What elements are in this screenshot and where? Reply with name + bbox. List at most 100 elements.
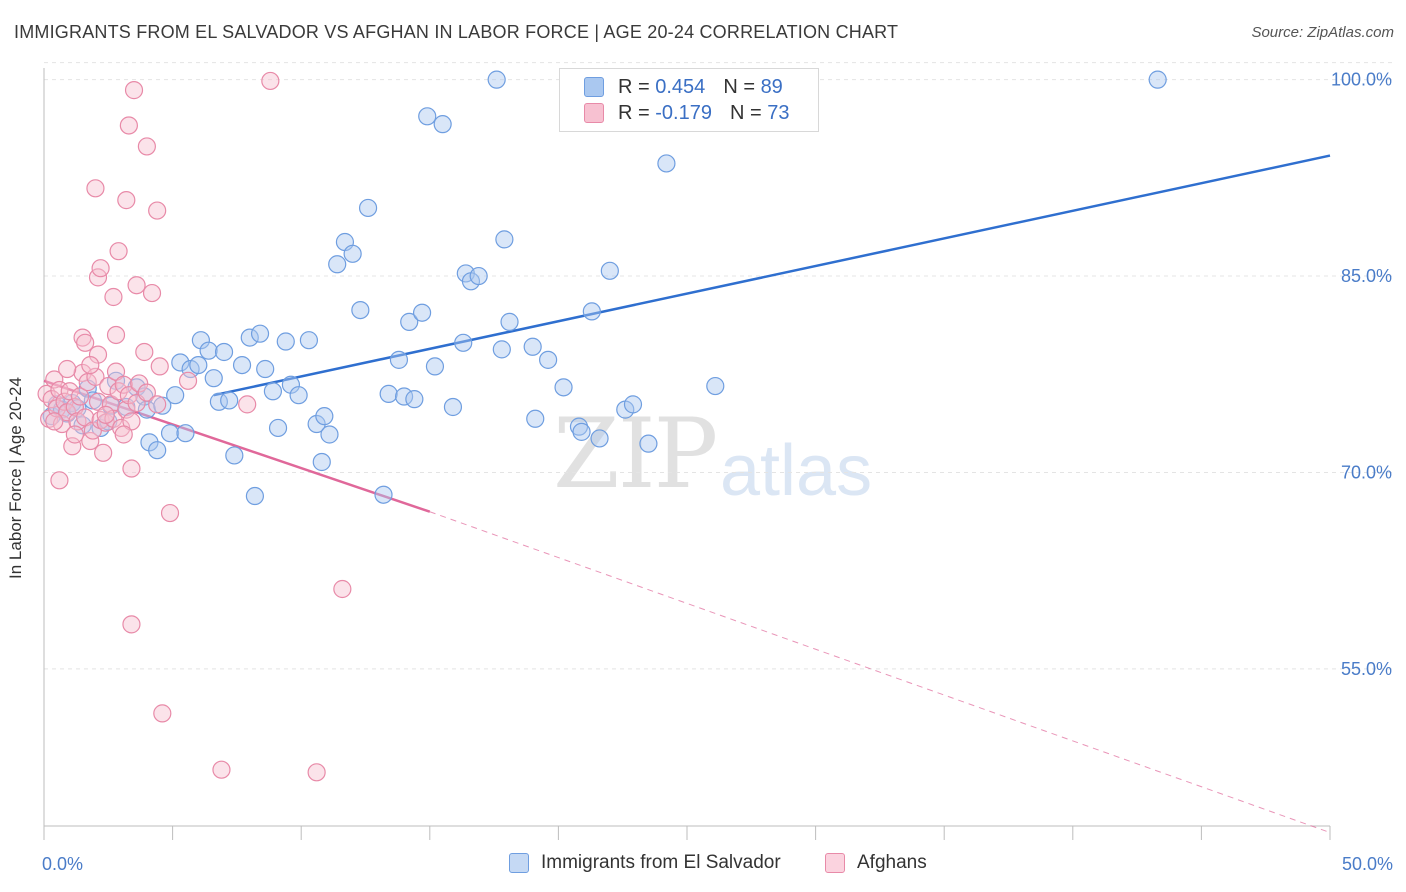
afghans-point <box>76 333 95 352</box>
el-salvador-point <box>454 333 473 352</box>
afghans-point <box>114 425 133 444</box>
afghans-point <box>65 425 84 444</box>
afghans-point <box>137 137 156 156</box>
tick-labels: 55.0% 70.0% 85.0% 100.0% 0.0% 50.0% <box>42 70 1393 874</box>
afghans-point <box>119 386 138 405</box>
correlation-legend: R = 0.454 N = 89 R = -0.179 N = 73 <box>559 68 819 132</box>
el-salvador-point <box>204 369 223 388</box>
afghans-point <box>63 437 82 456</box>
source-label: Source: ZipAtlas.com <box>1251 24 1394 41</box>
el-salvador-point <box>320 425 339 444</box>
afghans-point <box>45 412 64 431</box>
el-salvador-point <box>582 302 601 321</box>
afghans-point <box>50 471 69 490</box>
legend-r-value: 0.454 <box>655 75 706 98</box>
el-salvador-point <box>250 324 270 343</box>
el-salvador-point <box>639 434 658 453</box>
x-tick-label-max: 50.0% <box>1342 854 1393 874</box>
el-salvador-point <box>526 409 545 428</box>
el-salvador-point <box>312 452 331 472</box>
afghans-point <box>150 357 169 376</box>
el-salvador-point <box>268 418 288 438</box>
afghans-point <box>127 276 146 295</box>
el-salvador-point <box>214 342 234 362</box>
series-swatch-afghans <box>825 853 845 873</box>
el-salvador-point <box>232 355 252 375</box>
el-salvador-point <box>160 424 180 443</box>
afghans-point <box>178 371 198 390</box>
afghans-point <box>148 201 167 220</box>
y-tick-label: 100.0% <box>1331 70 1392 90</box>
el-salvador-point <box>171 353 190 372</box>
afghans-point <box>122 459 141 478</box>
afghans-point <box>124 81 144 100</box>
el-salvador-point <box>657 154 676 173</box>
el-salvador-point <box>225 446 244 465</box>
el-salvador-point <box>176 424 195 443</box>
afghans-trend-extension <box>429 511 1331 834</box>
legend-r-label: R = <box>618 101 650 124</box>
el-salvador-point <box>245 486 265 506</box>
afghans-point <box>86 179 105 198</box>
el-salvador-point <box>400 312 419 331</box>
el-salvador-point <box>539 350 558 369</box>
afghans-point <box>238 395 257 414</box>
afghans-point <box>58 359 77 379</box>
el-salvador-point <box>276 332 295 351</box>
el-salvador-point <box>405 390 424 409</box>
afghans-point <box>117 400 136 419</box>
el-salvador-point <box>487 70 506 89</box>
afghans-point <box>86 367 105 386</box>
afghans-point <box>333 579 352 599</box>
el-salvador-point <box>299 331 319 350</box>
legend-r-value: -0.179 <box>655 101 712 124</box>
legend-n-label: N = <box>729 101 762 124</box>
el-salvador-point <box>256 359 275 379</box>
el-salvador-point <box>495 230 514 249</box>
afghans-point <box>160 503 180 523</box>
legend-n-label: N = <box>723 75 755 98</box>
series-swatch-el-salvador <box>509 853 529 873</box>
el-salvador-point <box>572 422 591 441</box>
el-salvador-point <box>189 355 208 375</box>
afghans-point <box>153 704 172 723</box>
series-legend-el-salvador[interactable]: Immigrants from El Salvador <box>509 852 781 874</box>
afghans-point <box>119 116 138 135</box>
el-salvador-point <box>443 397 463 417</box>
el-salvador-point <box>358 198 378 218</box>
series-legend-afghans[interactable]: Afghans <box>825 852 927 874</box>
el-salvador-point <box>140 433 159 452</box>
el-salvador-point <box>1148 70 1167 89</box>
watermark-zip: ZIP <box>553 398 718 510</box>
el-salvador-point <box>590 429 609 448</box>
el-salvador-point <box>523 337 542 356</box>
series-legend-label: Afghans <box>857 852 927 873</box>
legend-row-afghans: R = -0.179 N = 73 <box>584 101 789 125</box>
el-salvador-point <box>389 350 409 369</box>
afghans-trend-line <box>43 379 431 513</box>
series-legend-label: Immigrants from El Salvador <box>541 852 781 873</box>
legend-n-value: 89 <box>760 75 783 98</box>
el-salvador-point <box>600 261 619 280</box>
afghans-point <box>122 615 141 634</box>
y-tick-label: 55.0% <box>1341 659 1392 679</box>
el-salvador-point <box>289 386 308 405</box>
el-salvador-point <box>343 244 362 263</box>
afghans-point <box>307 763 326 782</box>
afghans-point <box>148 395 167 414</box>
legend-swatch-afghans <box>584 103 604 123</box>
el-salvador-point <box>425 357 445 376</box>
el-salvador-point <box>433 115 452 134</box>
legend-swatch-el-salvador <box>584 77 604 97</box>
el-salvador-point <box>418 107 437 126</box>
el-salvador-point <box>351 300 370 320</box>
el-salvador-point <box>394 387 414 406</box>
el-salvador-point <box>623 395 643 414</box>
afghans-point <box>94 443 113 462</box>
el-salvador-point <box>492 340 511 359</box>
el-salvador-point <box>307 414 326 434</box>
el-salvador-point <box>328 255 347 274</box>
el-salvador-point <box>500 312 519 331</box>
afghans-point <box>212 760 231 779</box>
el-salvador-point <box>240 328 259 347</box>
